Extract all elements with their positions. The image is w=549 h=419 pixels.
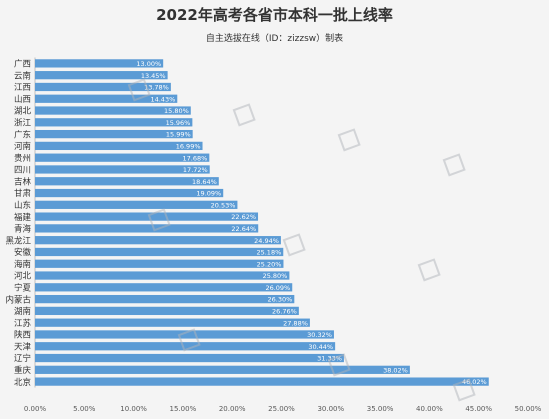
data-label-5: 15.80% [164, 107, 189, 115]
data-label-12: 19.09% [196, 190, 221, 198]
bar-2 [35, 71, 168, 80]
data-label-10: 17.72% [183, 166, 208, 174]
bar-6 [35, 118, 193, 127]
bar-19 [35, 271, 290, 280]
data-label-28: 46.02% [462, 378, 487, 386]
bar-25 [35, 342, 336, 351]
bar-7 [35, 129, 193, 139]
category-label-20: 宁夏 [14, 283, 32, 294]
bar-18 [35, 259, 284, 268]
data-label-19: 25.80% [263, 272, 288, 280]
data-label-15: 22.64% [231, 225, 256, 233]
data-label-23: 27.88% [283, 319, 308, 327]
data-label-9: 17.68% [183, 154, 208, 162]
x-tick-label-6: 25.00% [268, 405, 295, 413]
data-label-6: 15.96% [166, 119, 191, 127]
category-label-19: 河北 [14, 271, 32, 282]
x-tick-label-9: 40.00% [416, 405, 443, 413]
data-label-3: 13.78% [144, 84, 169, 92]
category-label-18: 海南 [14, 259, 31, 270]
data-label-20: 26.09% [265, 284, 290, 292]
data-label-14: 22.62% [231, 213, 256, 221]
bar-24 [35, 330, 334, 339]
bar-23 [35, 318, 310, 327]
category-label-14: 福建 [14, 212, 32, 223]
data-label-27: 38.02% [383, 366, 408, 374]
x-tick-label-5: 20.00% [219, 405, 246, 413]
bar-26 [35, 353, 344, 363]
bar-20 [35, 283, 293, 292]
bar-22 [35, 306, 299, 316]
category-label-1: 广西 [14, 59, 31, 70]
bar-10 [35, 165, 210, 174]
bar-21 [35, 294, 295, 304]
data-label-17: 25.18% [256, 249, 281, 257]
x-tick-label-10: 45.00% [465, 405, 492, 413]
category-label-27: 重庆 [14, 365, 32, 376]
x-tick-label-11: 50.00% [515, 405, 542, 413]
bar-15 [35, 224, 259, 233]
chart-title: 2022年高考各省市本科一批上线率 [156, 6, 393, 24]
category-label-5: 湖北 [14, 107, 32, 117]
bar-3 [35, 82, 171, 92]
category-label-28: 北京 [14, 377, 31, 388]
bar-14 [35, 212, 259, 221]
category-label-23: 江苏 [14, 318, 32, 329]
category-label-21: 内蒙古 [5, 294, 31, 305]
bar-9 [35, 153, 210, 162]
category-label-15: 青海 [14, 224, 32, 235]
category-label-4: 山西 [14, 94, 31, 105]
bar-13 [35, 200, 238, 209]
bar-5 [35, 106, 191, 115]
category-label-11: 吉林 [14, 176, 32, 187]
data-label-7: 15.99% [166, 131, 191, 139]
data-label-8: 16.99% [176, 142, 201, 150]
category-label-7: 广东 [14, 129, 31, 140]
category-label-9: 贵州 [14, 153, 31, 164]
data-label-13: 20.53% [211, 201, 236, 209]
data-label-22: 26.76% [272, 307, 297, 315]
category-label-25: 天津 [14, 341, 32, 352]
data-label-26: 31.33% [317, 355, 342, 363]
category-label-2: 云南 [14, 70, 31, 81]
category-label-22: 湖南 [14, 306, 31, 317]
bar-12 [35, 188, 224, 198]
bar-4 [35, 94, 178, 103]
category-label-12: 甘肃 [14, 188, 32, 199]
bar-17 [35, 247, 284, 257]
data-label-1: 13.00% [136, 60, 161, 68]
data-label-21: 26.30% [268, 296, 293, 304]
category-label-16: 黑龙江 [5, 235, 31, 246]
x-tick-label-3: 10.00% [120, 405, 147, 413]
category-label-24: 陕西 [14, 330, 31, 341]
data-label-11: 18.64% [192, 178, 217, 186]
category-label-6: 浙江 [14, 118, 32, 129]
data-label-4: 14.43% [150, 95, 175, 103]
bar-11 [35, 177, 219, 186]
category-label-3: 江西 [14, 83, 31, 93]
category-label-17: 安徽 [14, 247, 32, 258]
x-tick-label-8: 35.00% [367, 405, 394, 413]
data-label-18: 25.20% [257, 260, 282, 268]
data-label-24: 30.32% [307, 331, 332, 339]
x-tick-label-4: 15.00% [170, 405, 197, 413]
bar-8 [35, 141, 203, 151]
bar-27 [35, 365, 410, 374]
category-label-26: 辽宁 [14, 353, 31, 364]
data-label-25: 30.44% [308, 343, 333, 351]
bar-28 [35, 377, 489, 386]
x-tick-label-7: 30.00% [317, 405, 344, 413]
bar-16 [35, 236, 281, 245]
data-label-2: 13.45% [141, 72, 166, 80]
x-tick-label-2: 5.00% [73, 405, 96, 413]
category-label-10: 四川 [14, 166, 31, 176]
category-label-8: 河南 [14, 141, 31, 152]
category-label-13: 山东 [14, 200, 31, 211]
bar-1 [35, 59, 164, 68]
x-tick-label-1: 0.00% [24, 405, 47, 413]
data-label-16: 24.94% [254, 237, 279, 245]
chart-subtitle: 自主选拔在线（ID：zizzsw）制表 [205, 34, 344, 44]
